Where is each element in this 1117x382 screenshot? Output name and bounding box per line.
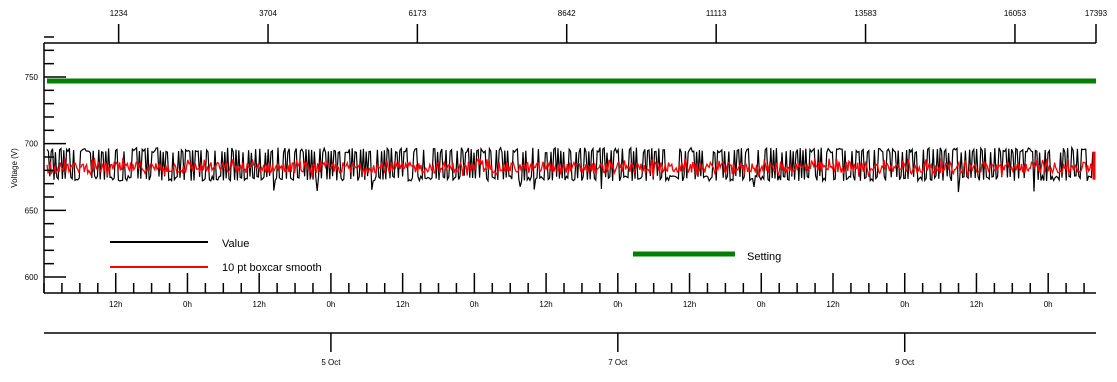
time-tick-label: 0h	[757, 300, 766, 309]
top-tick-label: 6173	[408, 9, 426, 18]
y-ticks: 600 650 700 750	[25, 36, 66, 282]
time-tick-label: 0h	[183, 300, 192, 309]
top-tick-label: 1234	[110, 9, 128, 18]
top-tick-label: 16053	[1004, 9, 1027, 18]
time-tick-label: 0h	[900, 300, 909, 309]
top-tick-label: 8642	[558, 9, 576, 18]
series-value-line	[46, 145, 1094, 193]
time-tick-label: 12h	[396, 300, 409, 309]
top-tick-label: 11113	[706, 9, 727, 18]
time-axis-ticks: 12h 0h 12h 0h 12h 0h 12h 0h 12h 0h 12h 0h 12h 0h	[43, 273, 1085, 309]
top-axis-ticks: 1234 3704 6173 8642 11113 13583 16053 17393	[110, 9, 1108, 43]
time-tick-label: 12h	[970, 300, 983, 309]
time-tick-label: 12h	[539, 300, 552, 309]
time-tick-label: 12h	[683, 300, 696, 309]
series-smooth-line	[46, 156, 1094, 178]
time-tick-label: 0h	[470, 300, 479, 309]
legend: Value 10 pt boxcar smooth Setting	[110, 238, 781, 274]
time-tick-label: 0h	[326, 300, 335, 309]
y-tick-label: 600	[25, 273, 39, 282]
date-tick-label: 7 Oct	[608, 358, 628, 367]
axes-layer: Voltage (V)	[10, 42, 1096, 334]
legend-label-setting: Setting	[747, 251, 781, 263]
time-tick-label: 12h	[826, 300, 839, 309]
y-tick-label: 650	[25, 206, 39, 215]
time-tick-label: 12h	[109, 300, 122, 309]
noise-layer	[46, 145, 1094, 193]
time-tick-label: 0h	[1044, 300, 1053, 309]
legend-label-smooth: 10 pt boxcar smooth	[222, 262, 322, 274]
top-tick-label: 17393	[1085, 9, 1108, 18]
legend-label-value: Value	[222, 238, 249, 250]
date-tick-label: 5 Oct	[321, 358, 341, 367]
date-tick-label: 9 Oct	[895, 358, 915, 367]
time-tick-label: 0h	[613, 300, 622, 309]
y-axis-title: Voltage (V)	[10, 148, 19, 188]
date-axis-ticks: 5 Oct 7 Oct 9 Oct	[321, 333, 915, 367]
time-tick-label: 12h	[253, 300, 266, 309]
series-layer	[46, 78, 1096, 180]
top-tick-label: 13583	[854, 9, 877, 18]
y-tick-label: 700	[25, 140, 39, 149]
top-tick-label: 3704	[259, 9, 277, 18]
y-tick-label: 750	[25, 73, 39, 82]
